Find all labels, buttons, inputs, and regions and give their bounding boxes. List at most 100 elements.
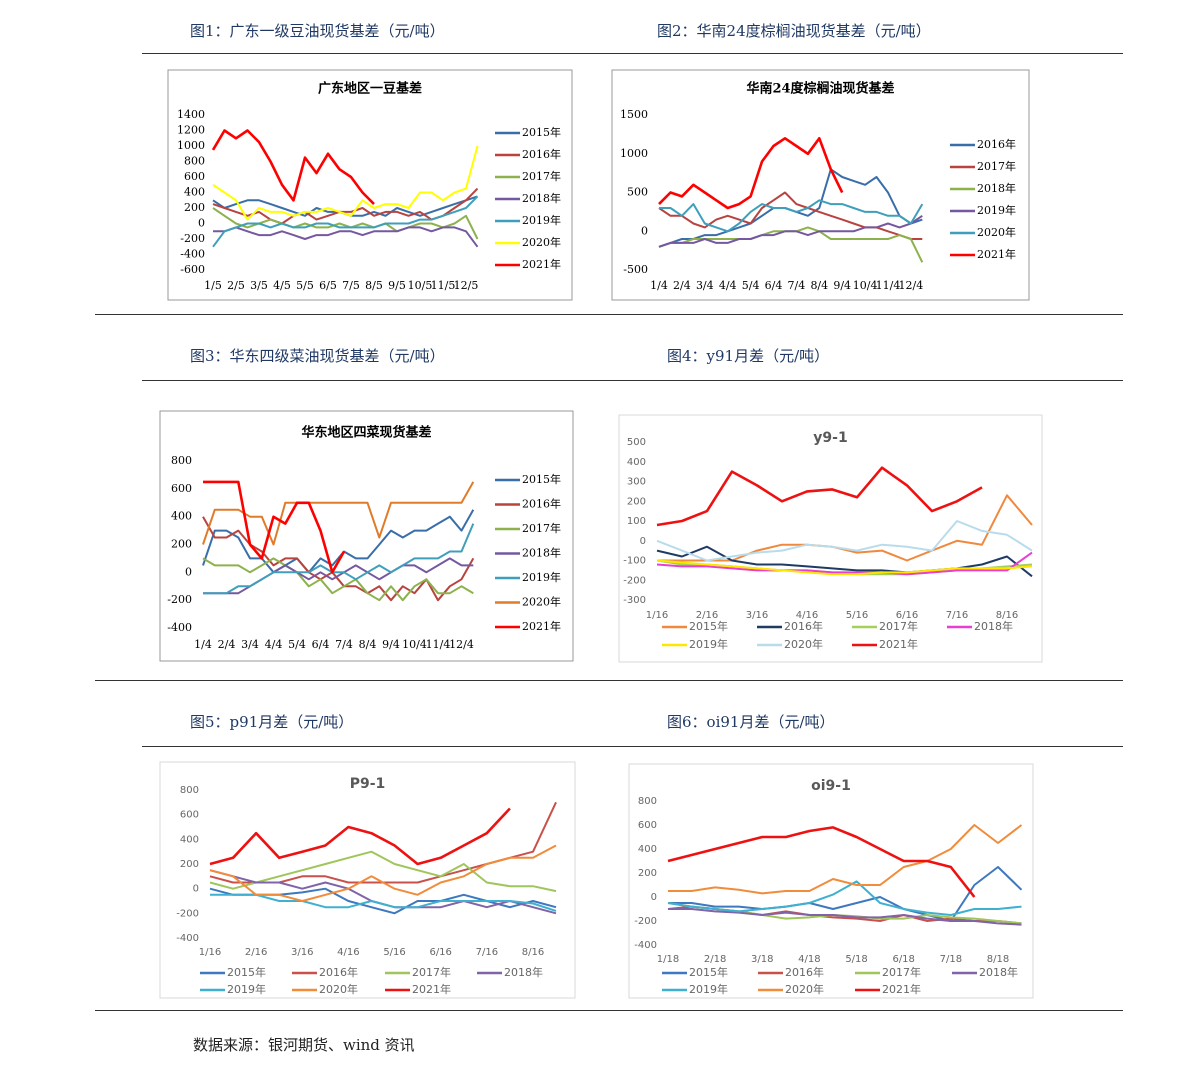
series-line <box>668 824 1023 895</box>
x-tick-label: 7/4 <box>788 279 806 292</box>
x-tick-label: 6/4 <box>312 638 330 651</box>
y-tick-label: 0 <box>640 536 646 547</box>
series-line <box>656 545 1033 578</box>
chart-title: y9-1 <box>813 430 847 446</box>
source-note: 数据来源：银河期货、wind 资讯 <box>193 1036 415 1054</box>
y-tick-label: -400 <box>180 248 205 261</box>
series-line <box>659 199 924 233</box>
rule <box>95 1010 1123 1011</box>
x-tick-label: 10/5 <box>408 279 433 292</box>
rule <box>142 746 1123 747</box>
y-tick-label: 400 <box>184 186 205 199</box>
legend-label: 2017年 <box>882 965 921 979</box>
y-tick-label: 1500 <box>620 108 648 121</box>
chart-frame <box>159 410 574 662</box>
y-tick-label: 600 <box>171 482 192 495</box>
x-tick-label: 7/16 <box>476 947 498 958</box>
x-tick-label: 1/5 <box>204 279 222 292</box>
series-line <box>209 850 557 893</box>
x-tick-label: 3/16 <box>291 947 313 958</box>
x-tick-label: 11/5 <box>431 279 456 292</box>
legend-label: 2018年 <box>974 619 1013 633</box>
y-tick-label: 600 <box>638 820 657 831</box>
series-line <box>667 826 976 898</box>
figure-caption: 图4：y91月差（元/吨） <box>667 347 830 365</box>
x-tick-label: 10/4 <box>402 638 427 651</box>
chart-frame <box>611 69 1030 301</box>
series-line <box>203 557 474 595</box>
x-tick-label: 7/18 <box>940 954 962 965</box>
legend-label: 2018年 <box>977 181 1016 195</box>
series-line <box>202 509 475 574</box>
legend-label: 2015年 <box>522 472 561 486</box>
legend-label: 2020年 <box>522 235 561 249</box>
series-line <box>656 466 983 527</box>
y-tick-label: -200 <box>634 916 657 927</box>
x-tick-label: 1/4 <box>194 638 212 651</box>
chart-frame <box>167 69 573 301</box>
series-line <box>202 557 474 602</box>
y-tick-label: -100 <box>623 556 646 567</box>
y-tick-label: 800 <box>171 454 192 467</box>
figure-caption: 图6：oi91月差（元/吨） <box>667 713 835 731</box>
legend-label: 2017年 <box>522 169 561 183</box>
legend-label: 2018年 <box>504 965 543 979</box>
series-line <box>212 145 479 221</box>
chart-frame <box>618 414 1043 663</box>
x-tick-label: 8/16 <box>522 947 544 958</box>
legend-label: 2017年 <box>879 619 918 633</box>
y-tick-label: -300 <box>623 595 646 606</box>
x-tick-label: 4/5 <box>273 279 291 292</box>
legend-label: 2020年 <box>784 637 823 651</box>
x-tick-label: 5/4 <box>742 279 760 292</box>
rule <box>95 314 1123 315</box>
legend-label: 2016年 <box>977 137 1016 151</box>
series-line <box>203 480 346 574</box>
legend-label: 2020年 <box>977 225 1016 239</box>
legend-label: 2016年 <box>522 497 561 511</box>
x-tick-label: 8/4 <box>359 638 377 651</box>
y-tick-label: 300 <box>627 477 646 488</box>
series-line <box>203 523 475 595</box>
series-line <box>658 214 923 248</box>
y-tick-label: 1000 <box>620 147 648 160</box>
x-tick-label: 8/5 <box>365 279 383 292</box>
figure-caption: 图2：华南24度棕榈油现货基差（元/吨） <box>657 22 931 40</box>
y-tick-label: 400 <box>180 834 199 845</box>
y-tick-label: 1000 <box>177 139 205 152</box>
x-tick-label: 2/18 <box>704 954 726 965</box>
y-tick-label: 1200 <box>177 124 205 137</box>
x-tick-label: 7/5 <box>342 279 360 292</box>
series-line <box>656 551 1033 576</box>
x-tick-label: 6/5 <box>319 279 337 292</box>
x-tick-label: 12/4 <box>899 279 924 292</box>
chart-frame <box>159 761 576 999</box>
x-tick-label: 4/18 <box>798 954 820 965</box>
series-line <box>668 866 1023 922</box>
y-tick-label: 200 <box>171 538 192 551</box>
legend-label: 2015年 <box>522 125 561 139</box>
x-tick-label: 7/4 <box>335 638 353 651</box>
x-tick-label: 2/16 <box>245 947 267 958</box>
chart-title: 华东地区四菜现货基差 <box>301 425 431 441</box>
legend-label: 2017年 <box>977 159 1016 173</box>
chart-title: 华南24度棕榈油现货基差 <box>746 81 894 97</box>
x-tick-label: 8/16 <box>996 610 1018 621</box>
x-tick-label: 5/18 <box>845 954 867 965</box>
x-tick-label: 6/4 <box>765 279 783 292</box>
y-tick-label: 800 <box>180 785 199 796</box>
y-tick-label: -200 <box>176 908 199 919</box>
legend-label: 2019年 <box>227 982 266 996</box>
x-tick-label: 5/16 <box>383 947 405 958</box>
x-tick-label: 3/16 <box>746 610 768 621</box>
legend-label: 2019年 <box>522 213 561 227</box>
legend-label: 2016年 <box>522 147 561 161</box>
series-line <box>668 908 1022 926</box>
y-tick-label: -500 <box>623 263 648 276</box>
series-line <box>656 559 1033 576</box>
series-line <box>658 137 844 210</box>
y-tick-label: -200 <box>167 593 192 606</box>
series-line <box>211 129 375 206</box>
